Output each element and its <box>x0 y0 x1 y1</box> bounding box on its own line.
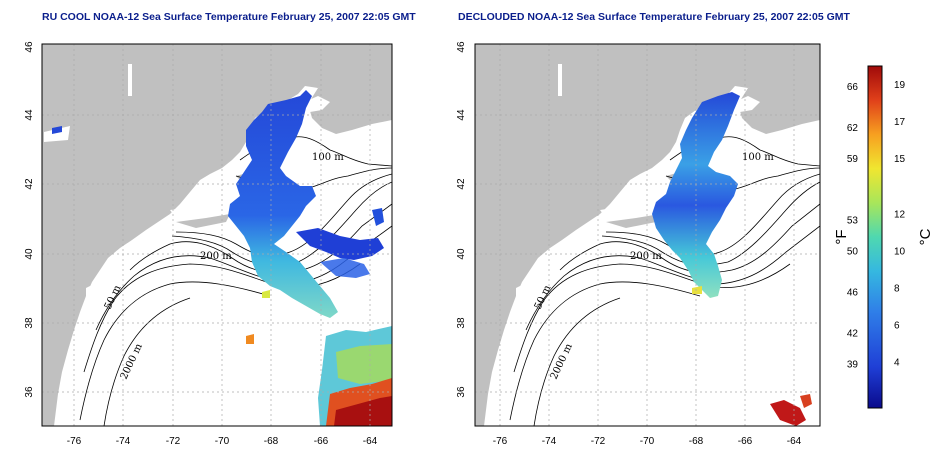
water-delaware-bay <box>108 268 122 292</box>
land-mass <box>475 44 820 426</box>
lon-axis: -76 -74 -72 -70 -68 -66 -64 <box>67 436 378 447</box>
lat-tick-label: 44 <box>24 109 35 121</box>
lat-lon-grid <box>475 44 820 426</box>
lat-tick-label: 42 <box>24 178 35 190</box>
celsius-tick-label: 17 <box>894 117 906 128</box>
lat-tick-label: 40 <box>456 248 467 260</box>
lat-tick-label: 36 <box>24 386 35 398</box>
lon-tick-label: -68 <box>264 436 279 447</box>
contour-label-100m: 100 m <box>742 152 774 163</box>
lon-tick-label: -70 <box>215 436 230 447</box>
lat-lon-grid <box>42 44 392 426</box>
contour-label-200m: 200 m <box>630 251 662 262</box>
map-frame <box>474 43 821 427</box>
lat-tick-label: 42 <box>456 178 467 190</box>
lat-tick-label: 36 <box>456 386 467 398</box>
sst-warm-yellow <box>692 286 702 294</box>
celsius-ticks: 4 6 8 10 12 15 17 19 <box>894 80 906 368</box>
celsius-tick-label: 8 <box>894 283 900 294</box>
celsius-tick-label: 12 <box>894 209 906 220</box>
land-nova-scotia <box>308 56 392 134</box>
lon-tick-label: -66 <box>738 436 753 447</box>
water-lake-ontario <box>44 126 70 142</box>
water-long-island-sound <box>170 206 224 218</box>
sst-gaspe-blue <box>52 126 62 134</box>
lon-tick-label: -74 <box>542 436 557 447</box>
fahrenheit-tick-label: 62 <box>847 123 859 134</box>
sst-gulf-stream-hot <box>334 396 392 426</box>
water-bay-of-fundy <box>300 96 330 112</box>
lat-tick-label: 46 <box>24 41 35 53</box>
water-lake-champlain <box>128 64 132 96</box>
water-chesapeake-bay <box>512 282 528 352</box>
lon-axis: -76 -74 -72 -70 -68 -66 -64 <box>493 436 802 447</box>
lon-tick-label: -64 <box>363 436 378 447</box>
lat-tick-label: 44 <box>456 109 467 121</box>
fahrenheit-tick-label: 66 <box>847 82 859 93</box>
celsius-tick-label: 4 <box>894 357 900 368</box>
lat-axis: 36 38 40 42 44 46 <box>456 41 467 398</box>
lat-axis: 36 38 40 42 44 46 <box>24 41 35 398</box>
fahrenheit-tick-label: 42 <box>847 329 859 340</box>
water-delaware-bay <box>538 268 552 292</box>
sst-warm-red-2 <box>800 394 812 408</box>
land-long-island <box>176 214 230 228</box>
sst-gulf-stream-green <box>336 344 392 384</box>
sst-plume-main <box>228 90 338 318</box>
fahrenheit-unit-label: °F <box>833 229 850 244</box>
celsius-tick-label: 19 <box>894 80 906 91</box>
right-map-title: DECLOUDED NOAA-12 Sea Surface Temperatur… <box>458 11 850 23</box>
celsius-unit-label: °C <box>917 228 934 245</box>
lon-tick-label: -72 <box>591 436 606 447</box>
sst-warm-yellow <box>262 290 270 298</box>
map-frame <box>41 43 393 427</box>
fahrenheit-tick-label: 39 <box>847 359 859 370</box>
lon-tick-label: -72 <box>166 436 181 447</box>
lon-tick-label: -66 <box>314 436 329 447</box>
land-mass <box>42 44 392 426</box>
sst-cool-east <box>372 208 384 226</box>
sst-cool-streaks <box>320 258 370 278</box>
right-sst-map: 100 m 200 m 50 m 2000 m -76 -74 -72 -70 … <box>456 41 821 447</box>
lon-tick-label: -68 <box>689 436 704 447</box>
lat-tick-label: 40 <box>24 248 35 260</box>
celsius-tick-label: 10 <box>894 246 906 257</box>
lon-tick-label: -64 <box>787 436 802 447</box>
left-sst-map: 100 m 200 m 50 m 2000 m -76 -74 -72 -70 … <box>24 41 393 447</box>
water-lake-champlain <box>558 64 562 96</box>
lat-tick-label: 38 <box>456 317 467 329</box>
fahrenheit-tick-label: 59 <box>847 154 859 165</box>
lon-tick-label: -76 <box>493 436 508 447</box>
lon-tick-label: -70 <box>640 436 655 447</box>
celsius-tick-label: 15 <box>894 154 906 165</box>
lat-tick-label: 46 <box>456 41 467 53</box>
sst-warm-red <box>770 400 806 426</box>
contour-label-200m: 200 m <box>200 251 232 262</box>
celsius-tick-label: 6 <box>894 320 900 331</box>
fahrenheit-tick-label: 46 <box>847 287 859 298</box>
fahrenheit-tick-label: 53 <box>847 216 859 227</box>
left-map-title: RU COOL NOAA-12 Sea Surface Temperature … <box>42 11 416 23</box>
sst-pixels <box>52 90 392 426</box>
land-nova-scotia <box>738 56 820 134</box>
fahrenheit-ticks: 39 42 46 50 53 59 62 66 <box>847 82 859 370</box>
colorbar-gradient <box>867 65 883 409</box>
lon-tick-label: -74 <box>116 436 131 447</box>
sst-cool-patches <box>296 228 384 260</box>
contour-label-100m: 100 m <box>312 152 344 163</box>
water-long-island-sound <box>600 206 654 218</box>
fahrenheit-tick-label: 50 <box>847 246 859 257</box>
lon-tick-label: -76 <box>67 436 82 447</box>
land-long-island <box>606 214 660 228</box>
sst-warm-orange <box>246 334 254 344</box>
water-chesapeake-bay <box>82 282 98 352</box>
lat-tick-label: 38 <box>24 317 35 329</box>
